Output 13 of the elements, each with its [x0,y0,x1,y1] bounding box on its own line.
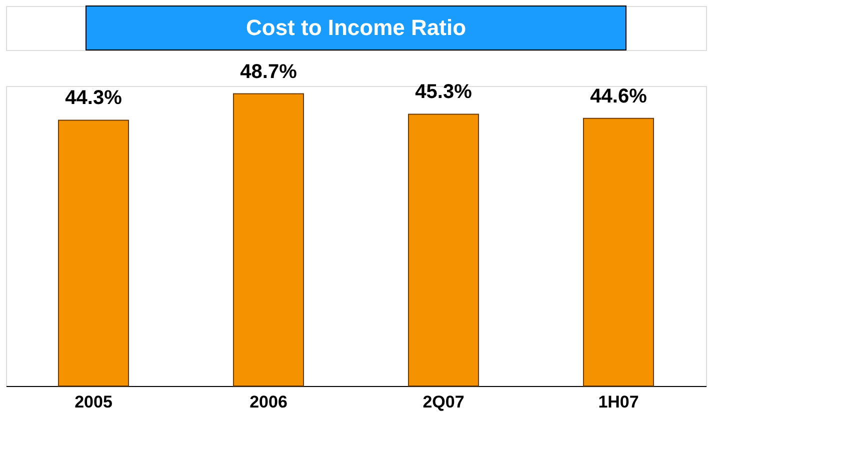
chart-title: Cost to Income Ratio [246,15,466,40]
bar [233,93,304,386]
bar [583,118,654,386]
bar [58,120,129,386]
x-tick-label: 1H07 [598,392,639,412]
x-tick-label: 2006 [250,392,288,412]
data-label: 44.6% [590,85,648,108]
x-tick-label: 2Q07 [422,392,464,412]
data-label: 45.3% [415,81,472,104]
x-tick-label: 2005 [74,392,112,412]
data-label: 44.3% [65,87,122,110]
data-label: 48.7% [240,60,298,83]
bar [408,114,479,386]
